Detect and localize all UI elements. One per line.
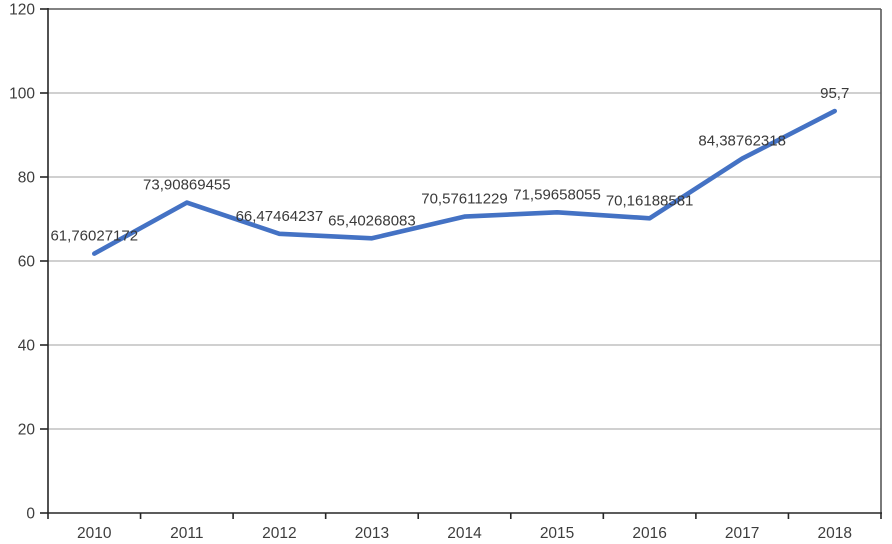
data-label: 95,7 bbox=[820, 85, 849, 102]
y-tick-label: 40 bbox=[18, 338, 36, 355]
data-label: 66,47464237 bbox=[236, 208, 324, 225]
x-tick-label: 2010 bbox=[77, 525, 112, 542]
x-tick-label: 2014 bbox=[447, 525, 482, 542]
x-tick-label: 2015 bbox=[540, 525, 574, 542]
x-tick-label: 2012 bbox=[262, 525, 296, 542]
data-label: 73,90869455 bbox=[143, 177, 231, 194]
data-label: 70,57611229 bbox=[421, 191, 507, 208]
x-tick-label: 2018 bbox=[817, 525, 851, 542]
series-line bbox=[92, 108, 838, 256]
data-label: 71,59658055 bbox=[513, 186, 601, 203]
y-tick-label: 120 bbox=[9, 2, 35, 19]
x-tick-label: 2011 bbox=[170, 525, 203, 542]
y-tick-label: 100 bbox=[9, 86, 35, 103]
y-tick-label: 80 bbox=[18, 170, 36, 187]
y-tick-label: 60 bbox=[18, 254, 36, 271]
y-tick-label: 20 bbox=[18, 422, 36, 439]
y-tick-label: 0 bbox=[26, 506, 35, 523]
data-label: 61,76027172 bbox=[50, 228, 138, 245]
x-tick-label: 2013 bbox=[355, 525, 389, 542]
x-tick-label: 2016 bbox=[632, 525, 666, 542]
data-label: 84,38762318 bbox=[698, 133, 786, 150]
data-label: 70,16188581 bbox=[606, 192, 694, 209]
data-label: 65,40268083 bbox=[328, 212, 416, 229]
x-tick-label: 2017 bbox=[725, 525, 759, 542]
